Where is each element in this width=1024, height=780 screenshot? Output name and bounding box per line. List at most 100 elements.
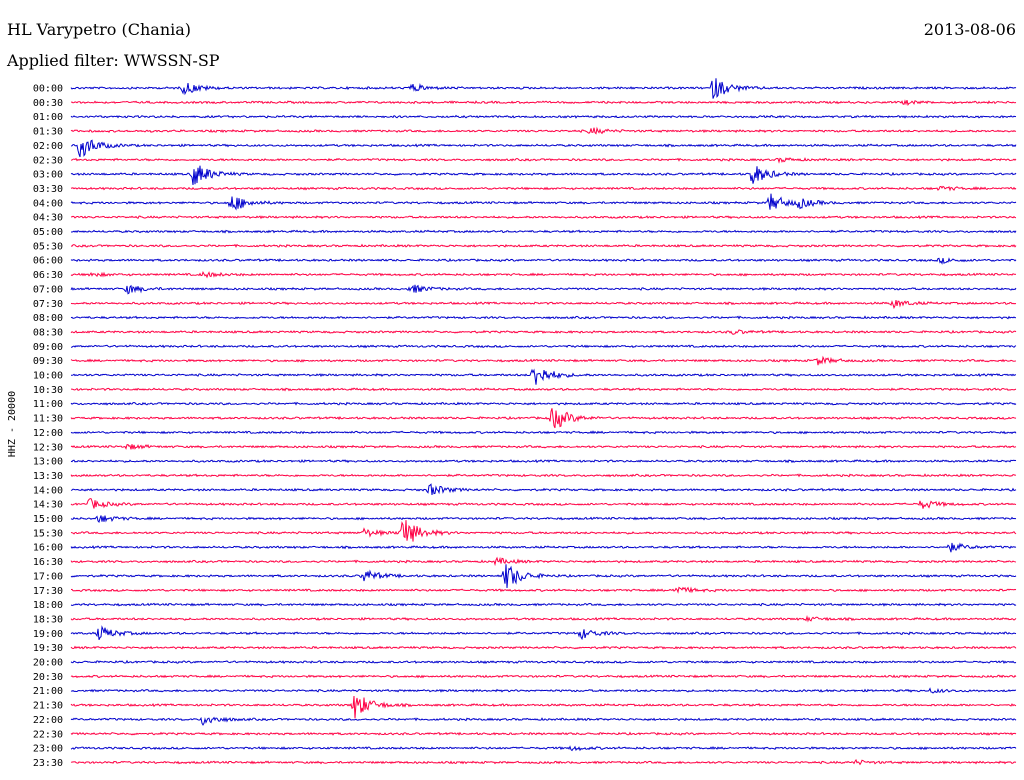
time-tick-label: 05:00	[33, 227, 63, 238]
time-tick-label: 13:00	[33, 457, 63, 468]
time-tick-label: 23:30	[33, 758, 63, 769]
seismic-trace	[70, 614, 1017, 623]
seismic-trace	[70, 165, 1017, 186]
seismic-trace	[70, 401, 1017, 406]
time-tick-label: 02:00	[33, 141, 63, 152]
time-tick-label: 14:30	[33, 500, 63, 511]
seismic-trace	[70, 126, 1017, 135]
seismic-trace	[70, 387, 1017, 392]
time-tick-label: 07:00	[33, 284, 63, 295]
time-tick-label: 06:30	[33, 270, 63, 281]
time-tick-label: 04:00	[33, 198, 63, 209]
time-tick-label: 23:00	[33, 744, 63, 755]
time-tick-label: 02:30	[33, 155, 63, 166]
seismic-trace	[70, 355, 1017, 366]
trace-rows: 00:00 00:30 01:00 01:30 02:00 02:30 03:00 03:30…	[33, 78, 1017, 769]
y-axis-label: HHZ - 20000	[7, 391, 18, 457]
seismic-trace	[70, 745, 1017, 752]
seismic-trace	[70, 344, 1017, 349]
seismic-trace	[70, 556, 1017, 567]
seismic-trace	[70, 716, 1017, 726]
seismic-trace	[70, 520, 1017, 542]
time-tick-label: 19:00	[33, 629, 63, 640]
seismic-trace	[70, 564, 1017, 588]
seismic-trace	[70, 215, 1017, 220]
seismic-trace	[70, 483, 1017, 495]
seismic-trace	[70, 284, 1017, 295]
seismic-trace	[70, 193, 1017, 211]
time-tick-label: 09:00	[33, 342, 63, 353]
seismic-trace	[70, 257, 1017, 265]
time-tick-label: 14:00	[33, 485, 63, 496]
time-tick-label: 03:30	[33, 184, 63, 195]
time-tick-label: 22:30	[33, 729, 63, 740]
seismic-trace	[70, 645, 1017, 650]
seismic-trace	[70, 368, 1017, 385]
time-tick-label: 16:00	[33, 543, 63, 554]
time-tick-label: 22:00	[33, 715, 63, 726]
time-tick-label: 16:30	[33, 557, 63, 568]
time-tick-label: 03:00	[33, 170, 63, 181]
time-tick-label: 06:00	[33, 256, 63, 267]
time-tick-label: 15:30	[33, 528, 63, 539]
time-tick-label: 20:00	[33, 658, 63, 669]
seismic-trace	[70, 271, 1017, 279]
time-tick-label: 10:00	[33, 371, 63, 382]
seismic-trace	[70, 78, 1017, 99]
time-tick-label: 09:30	[33, 356, 63, 367]
seismic-trace	[70, 185, 1017, 192]
time-tick-label: 04:30	[33, 213, 63, 224]
time-tick-label: 21:00	[33, 686, 63, 697]
date-label: 2013-08-06	[924, 20, 1016, 39]
seismic-trace	[70, 315, 1017, 320]
seismic-trace	[70, 243, 1017, 248]
time-tick-label: 12:30	[33, 442, 63, 453]
seismic-trace	[70, 731, 1017, 736]
time-tick-label: 11:30	[33, 414, 63, 425]
time-tick-label: 01:30	[33, 127, 63, 138]
time-tick-label: 08:30	[33, 327, 63, 338]
seismic-trace	[70, 229, 1017, 234]
seismic-trace	[70, 625, 1017, 641]
seismic-trace	[70, 99, 1017, 106]
seismic-trace	[70, 515, 1017, 523]
seismic-trace	[70, 329, 1017, 335]
seismic-trace	[70, 586, 1017, 594]
seismic-trace	[70, 300, 1017, 310]
time-tick-label: 10:30	[33, 385, 63, 396]
time-tick-label: 18:00	[33, 600, 63, 611]
time-tick-label: 01:00	[33, 112, 63, 123]
seismic-trace	[70, 542, 1017, 553]
time-tick-label: 18:30	[33, 614, 63, 625]
seismic-trace	[70, 430, 1017, 435]
seismic-trace	[70, 459, 1017, 464]
time-tick-label: 13:30	[33, 471, 63, 482]
time-tick-label: 05:30	[33, 241, 63, 252]
time-tick-label: 17:00	[33, 571, 63, 582]
seismic-trace	[70, 443, 1017, 450]
time-tick-label: 19:30	[33, 643, 63, 654]
time-tick-label: 17:30	[33, 586, 63, 597]
time-tick-label: 00:30	[33, 98, 63, 109]
seismic-trace	[70, 758, 1017, 766]
time-tick-label: 07:30	[33, 299, 63, 310]
time-tick-label: 12:00	[33, 428, 63, 439]
time-tick-label: 11:00	[33, 399, 63, 410]
time-tick-label: 00:00	[33, 84, 63, 95]
seismic-trace	[70, 687, 1017, 694]
seismic-trace	[70, 473, 1017, 478]
seismic-trace	[70, 498, 1017, 509]
filter-label: Applied filter: WWSSN-SP	[6, 51, 220, 70]
seismic-trace	[70, 139, 1017, 158]
seismic-trace	[70, 674, 1017, 679]
seismic-trace	[70, 114, 1017, 119]
station-title: HL Varypetro (Chania)	[7, 20, 191, 39]
time-tick-label: 20:30	[33, 672, 63, 683]
seismic-trace	[70, 602, 1017, 607]
seismic-trace	[70, 408, 1017, 429]
seismic-trace	[70, 157, 1017, 164]
time-tick-label: 08:00	[33, 313, 63, 324]
time-tick-label: 21:30	[33, 701, 63, 712]
time-tick-label: 15:00	[33, 514, 63, 525]
